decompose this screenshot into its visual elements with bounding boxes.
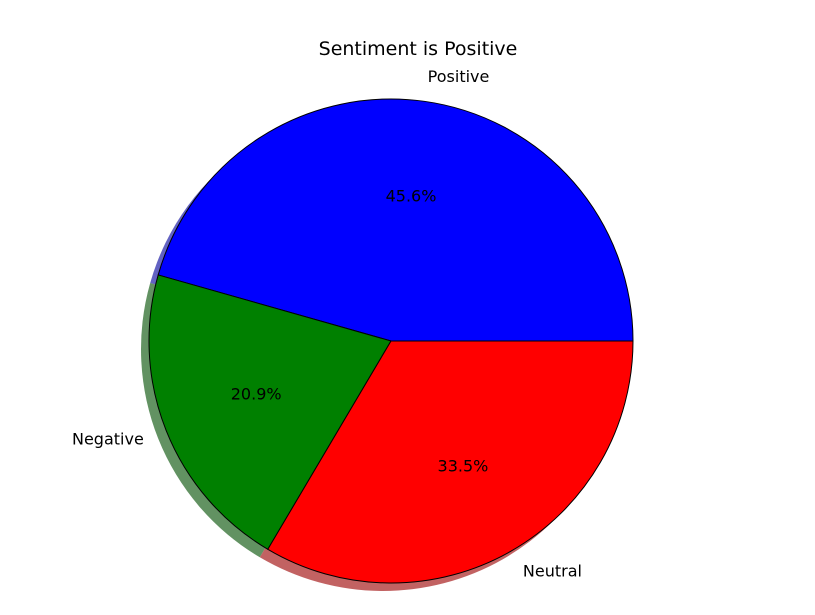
slice-label-negative: Negative (72, 429, 144, 448)
slice-percent-neutral: 33.5% (438, 457, 489, 476)
pie-labels: Positive 45.6% Negative 20.9% Neutral 33.5% (72, 67, 582, 581)
slice-positive (157, 98, 634, 342)
slice-percent-positive: 45.6% (386, 187, 437, 206)
slice-negative (148, 274, 392, 550)
pie-slices (148, 98, 634, 584)
chart-title: Sentiment is Positive (319, 38, 518, 60)
slice-label-positive: Positive (428, 67, 490, 86)
slice-percent-negative: 20.9% (231, 384, 282, 403)
slice-label-neutral: Neutral (523, 562, 582, 581)
slice-neutral (267, 340, 634, 584)
